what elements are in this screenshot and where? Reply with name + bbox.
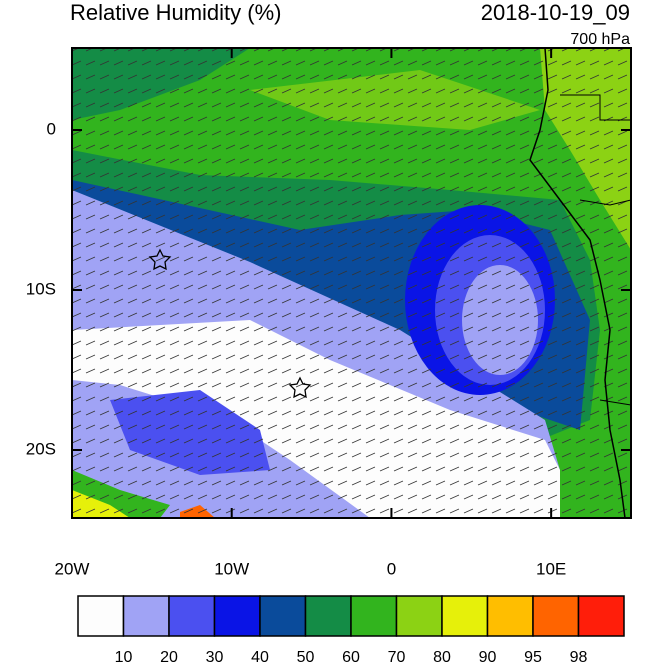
title: Relative Humidity (%) — [70, 0, 282, 25]
y-tick-label: 10S — [26, 279, 56, 298]
colorbar-box — [395, 595, 443, 637]
colorbar-box — [168, 595, 216, 637]
date: 2018-10-19_09 — [481, 0, 630, 25]
x-tick-label: 20W — [55, 559, 90, 578]
colorbar-box — [532, 595, 580, 637]
colorbar-label: 50 — [297, 649, 315, 666]
colorbar-box — [577, 595, 625, 637]
colorbar-box — [304, 595, 352, 637]
plot-frame — [71, 47, 632, 519]
x-tick-label: 10W — [214, 559, 249, 578]
colorbar-box — [122, 595, 170, 637]
colorbar-box — [350, 595, 398, 637]
colorbar-label: 60 — [342, 649, 360, 666]
colorbar-box — [213, 595, 261, 637]
colorbar-label: 95 — [524, 649, 542, 666]
y-tick-label: 0 — [47, 119, 56, 138]
colorbar-box — [441, 595, 489, 637]
colorbar-label: 20 — [160, 649, 178, 666]
y-tick-label: 20S — [26, 439, 56, 458]
colorbar-label: 90 — [479, 649, 497, 666]
colorbar-label: 70 — [388, 649, 406, 666]
humidity-field — [72, 48, 631, 518]
colorbar-box — [486, 595, 534, 637]
colorbar-box — [259, 595, 307, 637]
x-tick-label: 10E — [536, 559, 566, 578]
colorbar-label: 80 — [433, 649, 451, 666]
colorbar-label: 30 — [206, 649, 224, 666]
colorbar-label: 10 — [115, 649, 133, 666]
colorbar-label: 98 — [570, 649, 588, 666]
x-tick-label: 0 — [387, 559, 396, 578]
colorbar-label: 40 — [251, 649, 269, 666]
level: 700 hPa — [570, 31, 630, 48]
colorbar-box — [77, 595, 125, 637]
